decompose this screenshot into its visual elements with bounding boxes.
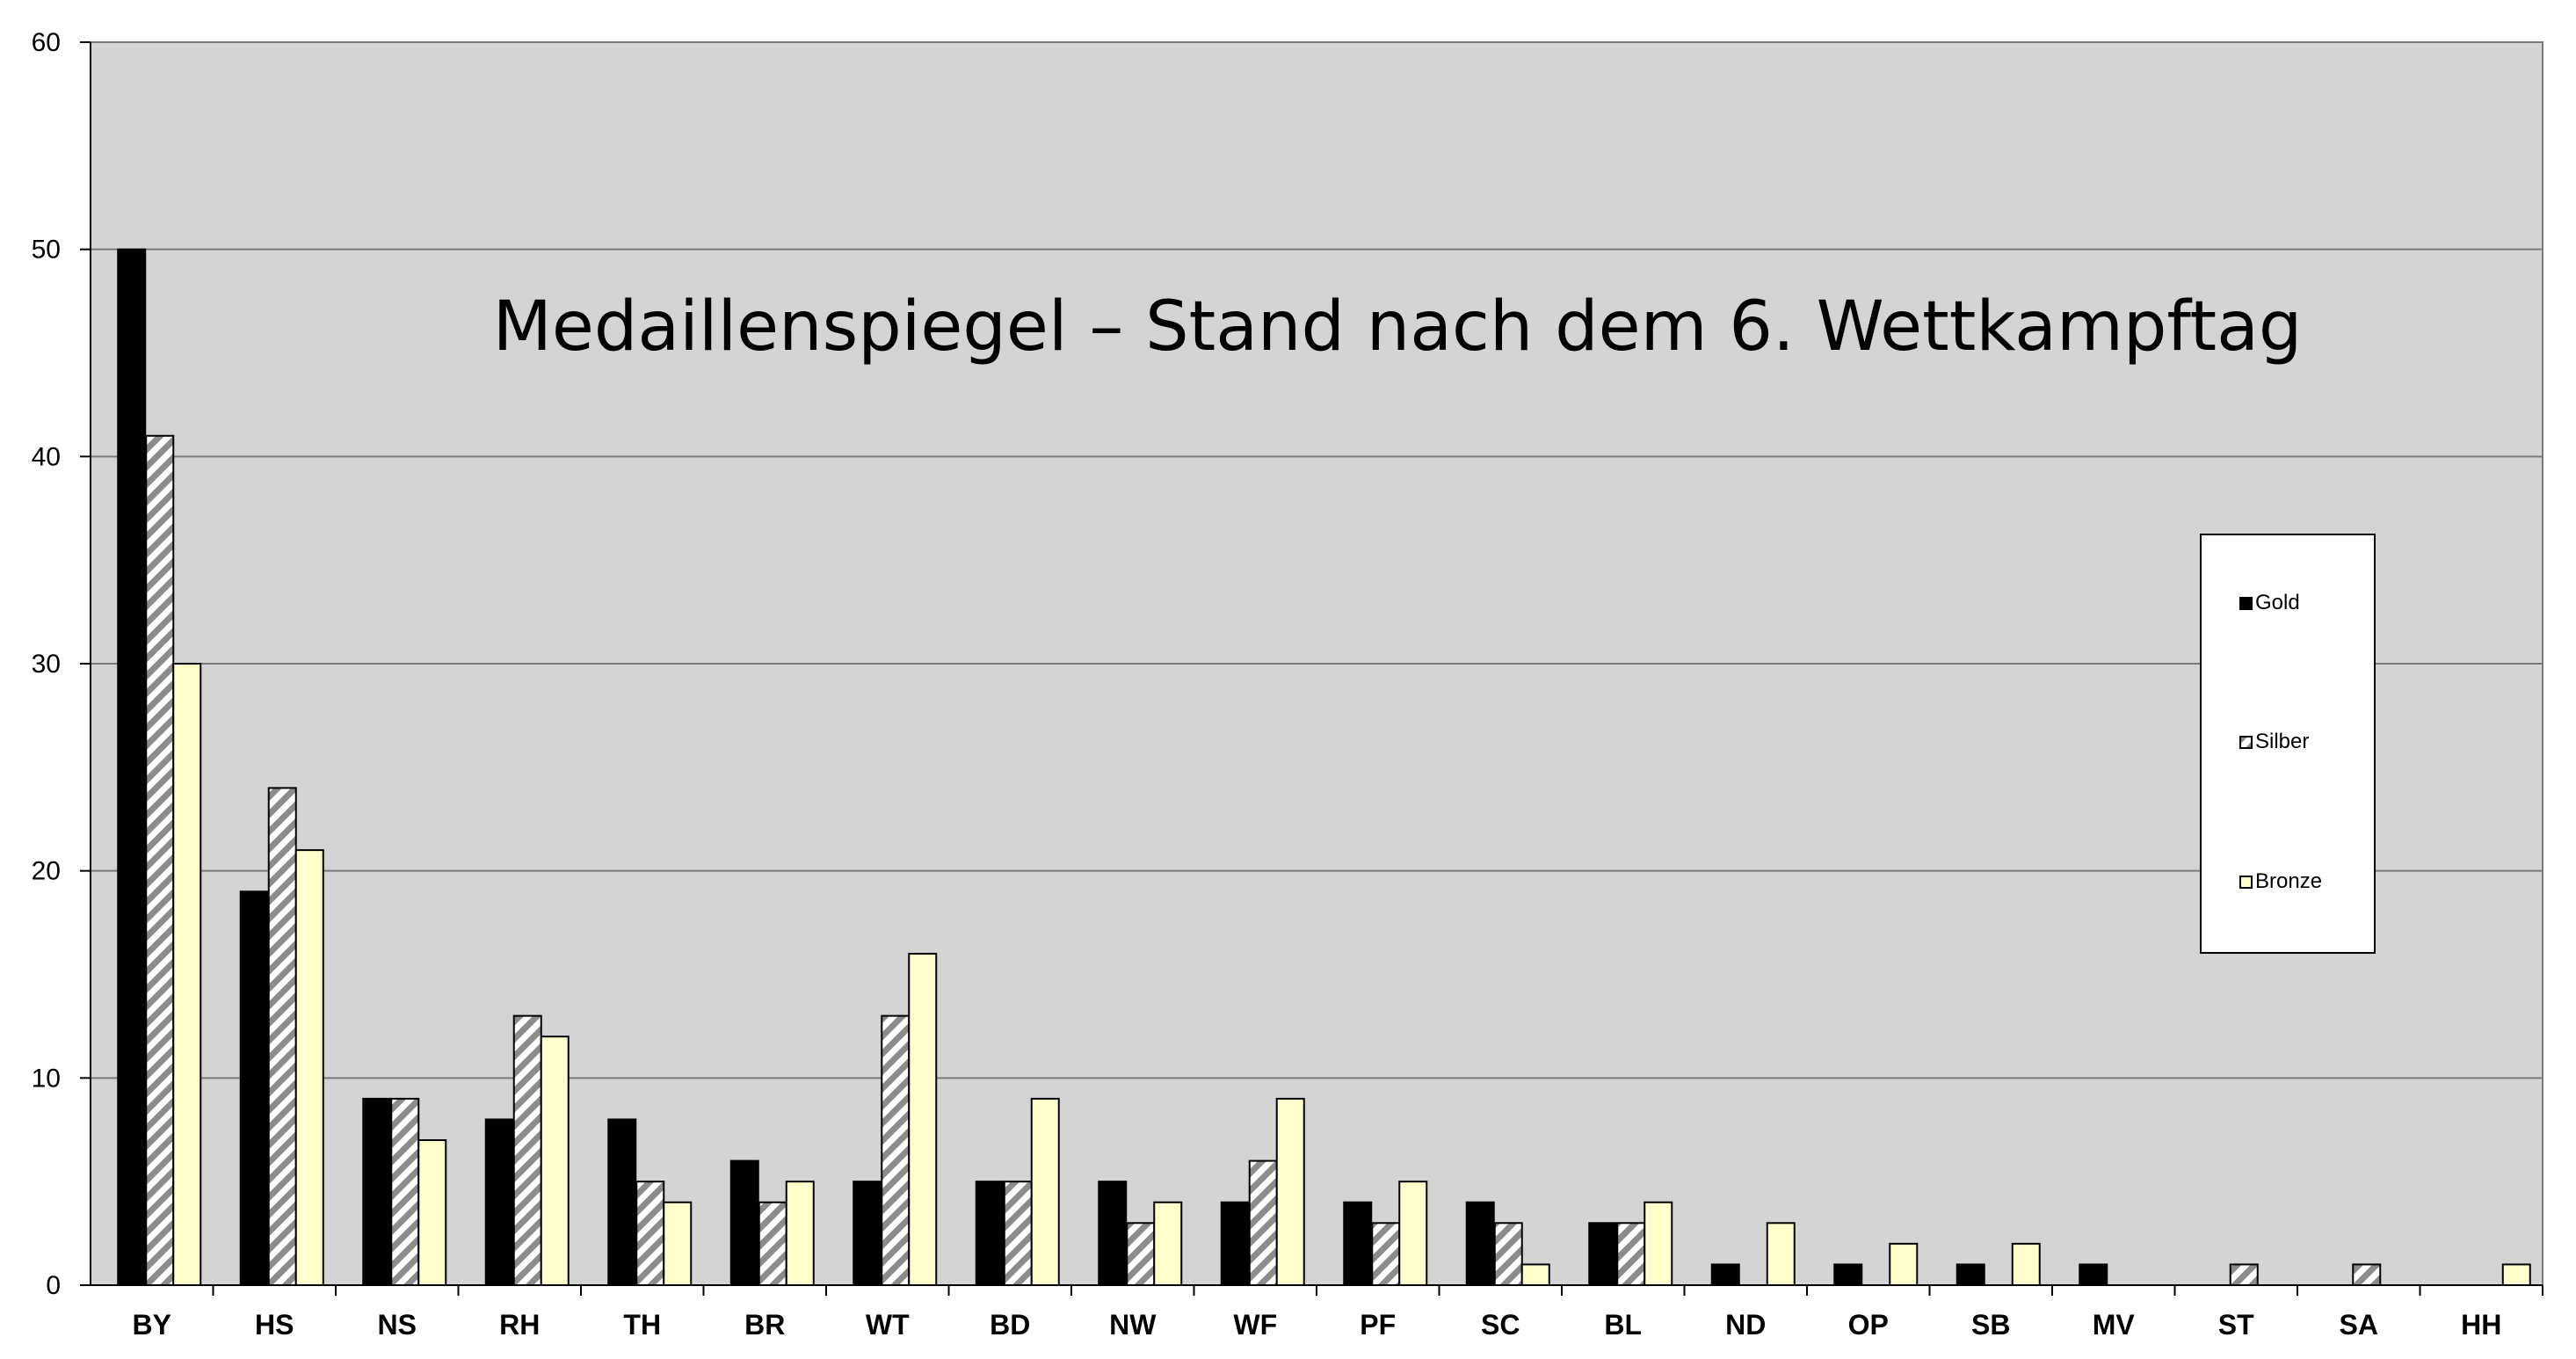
bar-gold — [362, 1097, 392, 1287]
bar-bronze — [2501, 1263, 2531, 1287]
bar-bronze — [663, 1201, 693, 1286]
x-category-label: TH — [623, 1309, 661, 1341]
bar-silber — [2352, 1263, 2382, 1287]
x-category-label: BL — [1604, 1309, 1642, 1341]
bar-gold — [239, 890, 269, 1286]
bar-bronze — [1520, 1263, 1550, 1287]
legend-label-bronze: Bronze — [2255, 869, 2322, 893]
y-tick-label: 0 — [46, 1271, 61, 1300]
bar-gold — [1220, 1201, 1250, 1286]
bar-bronze — [294, 849, 324, 1286]
legend: Gold Silber Bronze — [2200, 534, 2376, 954]
bars — [117, 248, 2531, 1287]
legend-swatch-bronze — [2239, 876, 2253, 889]
y-tick-label: 50 — [32, 236, 61, 265]
bar-silber — [1126, 1222, 1156, 1287]
x-category-label: SA — [2340, 1309, 2378, 1341]
bar-silber — [635, 1181, 665, 1286]
x-category-label: WF — [1233, 1309, 1277, 1341]
x-category-label: OP — [1848, 1309, 1889, 1341]
bar-gold — [1465, 1201, 1495, 1286]
bar-gold — [484, 1118, 514, 1287]
bar-bronze — [908, 952, 938, 1287]
bar-gold — [1343, 1201, 1373, 1286]
bar-silber — [1003, 1181, 1033, 1286]
bar-bronze — [1275, 1097, 1305, 1287]
legend-label-silber: Silber — [2255, 730, 2309, 753]
x-category-label: SB — [1971, 1309, 2010, 1341]
bar-gold — [1833, 1263, 1863, 1287]
legend-swatch-gold — [2239, 597, 2253, 610]
bar-silber — [145, 434, 175, 1286]
bar-bronze — [1766, 1222, 1796, 1287]
bar-silber — [390, 1097, 420, 1287]
y-tick-label: 20 — [32, 857, 61, 886]
bar-bronze — [2011, 1242, 2041, 1287]
legend-box — [2200, 534, 2376, 954]
x-category-label: NS — [378, 1309, 417, 1341]
bar-gold — [729, 1159, 759, 1286]
y-tick-label: 40 — [32, 442, 61, 471]
chart-title: Medaillenspiegel – Stand nach dem 6. Wet… — [493, 287, 2303, 367]
x-category-label: WT — [866, 1309, 910, 1341]
x-axis: BY HS NS RH TH BR WT BD NW WF PF SC BL ND OP SB MV ST SA HH — [91, 1284, 2543, 1341]
x-category-label: BD — [990, 1309, 1030, 1341]
bar-silber — [267, 787, 297, 1286]
bar-gold — [2079, 1263, 2108, 1287]
bar-silber — [1493, 1222, 1523, 1287]
x-category-label: BR — [744, 1309, 785, 1341]
bar-silber — [512, 1014, 542, 1286]
x-category-label: HH — [2461, 1309, 2501, 1341]
y-tick-label: 10 — [32, 1064, 61, 1093]
bar-bronze — [1153, 1201, 1183, 1286]
bar-silber — [881, 1014, 911, 1286]
bar-gold — [853, 1181, 882, 1286]
bar-gold — [1098, 1181, 1128, 1286]
bar-bronze — [417, 1139, 447, 1286]
bar-silber — [758, 1201, 787, 1286]
bar-bronze — [1644, 1201, 1673, 1286]
x-category-label: RH — [499, 1309, 540, 1341]
bar-gold — [607, 1118, 637, 1287]
bar-bronze — [172, 663, 202, 1286]
bar-silber — [1371, 1222, 1401, 1287]
x-category-label: HS — [255, 1309, 294, 1341]
bar-gold — [117, 248, 147, 1287]
bar-silber — [1616, 1222, 1646, 1287]
bar-bronze — [1889, 1242, 1919, 1287]
bar-gold — [975, 1181, 1005, 1286]
x-category-label: ND — [1725, 1309, 1766, 1341]
x-category-label: PF — [1360, 1309, 1396, 1341]
bar-silber — [1248, 1159, 1278, 1286]
bar-bronze — [785, 1181, 815, 1286]
legend-swatch-silber — [2239, 736, 2253, 749]
bar-bronze — [1030, 1097, 1060, 1287]
bar-bronze — [1398, 1181, 1428, 1286]
bar-gold — [1956, 1263, 1985, 1287]
x-category-label: BY — [133, 1309, 171, 1341]
y-axis: 0 10 20 30 40 50 60 — [32, 28, 91, 1300]
x-category-label: SC — [1481, 1309, 1520, 1341]
x-category-label: NW — [1109, 1309, 1157, 1341]
x-category-label: ST — [2218, 1309, 2254, 1341]
x-category-label: MV — [2093, 1309, 2136, 1341]
y-tick-label: 30 — [32, 650, 61, 679]
gridlines — [91, 248, 2543, 1079]
bar-bronze — [540, 1036, 570, 1286]
legend-label-gold: Gold — [2255, 591, 2300, 614]
y-tick-label: 60 — [32, 28, 61, 57]
bar-gold — [1588, 1222, 1618, 1287]
bar-gold — [1710, 1263, 1740, 1287]
bar-silber — [2229, 1263, 2259, 1287]
